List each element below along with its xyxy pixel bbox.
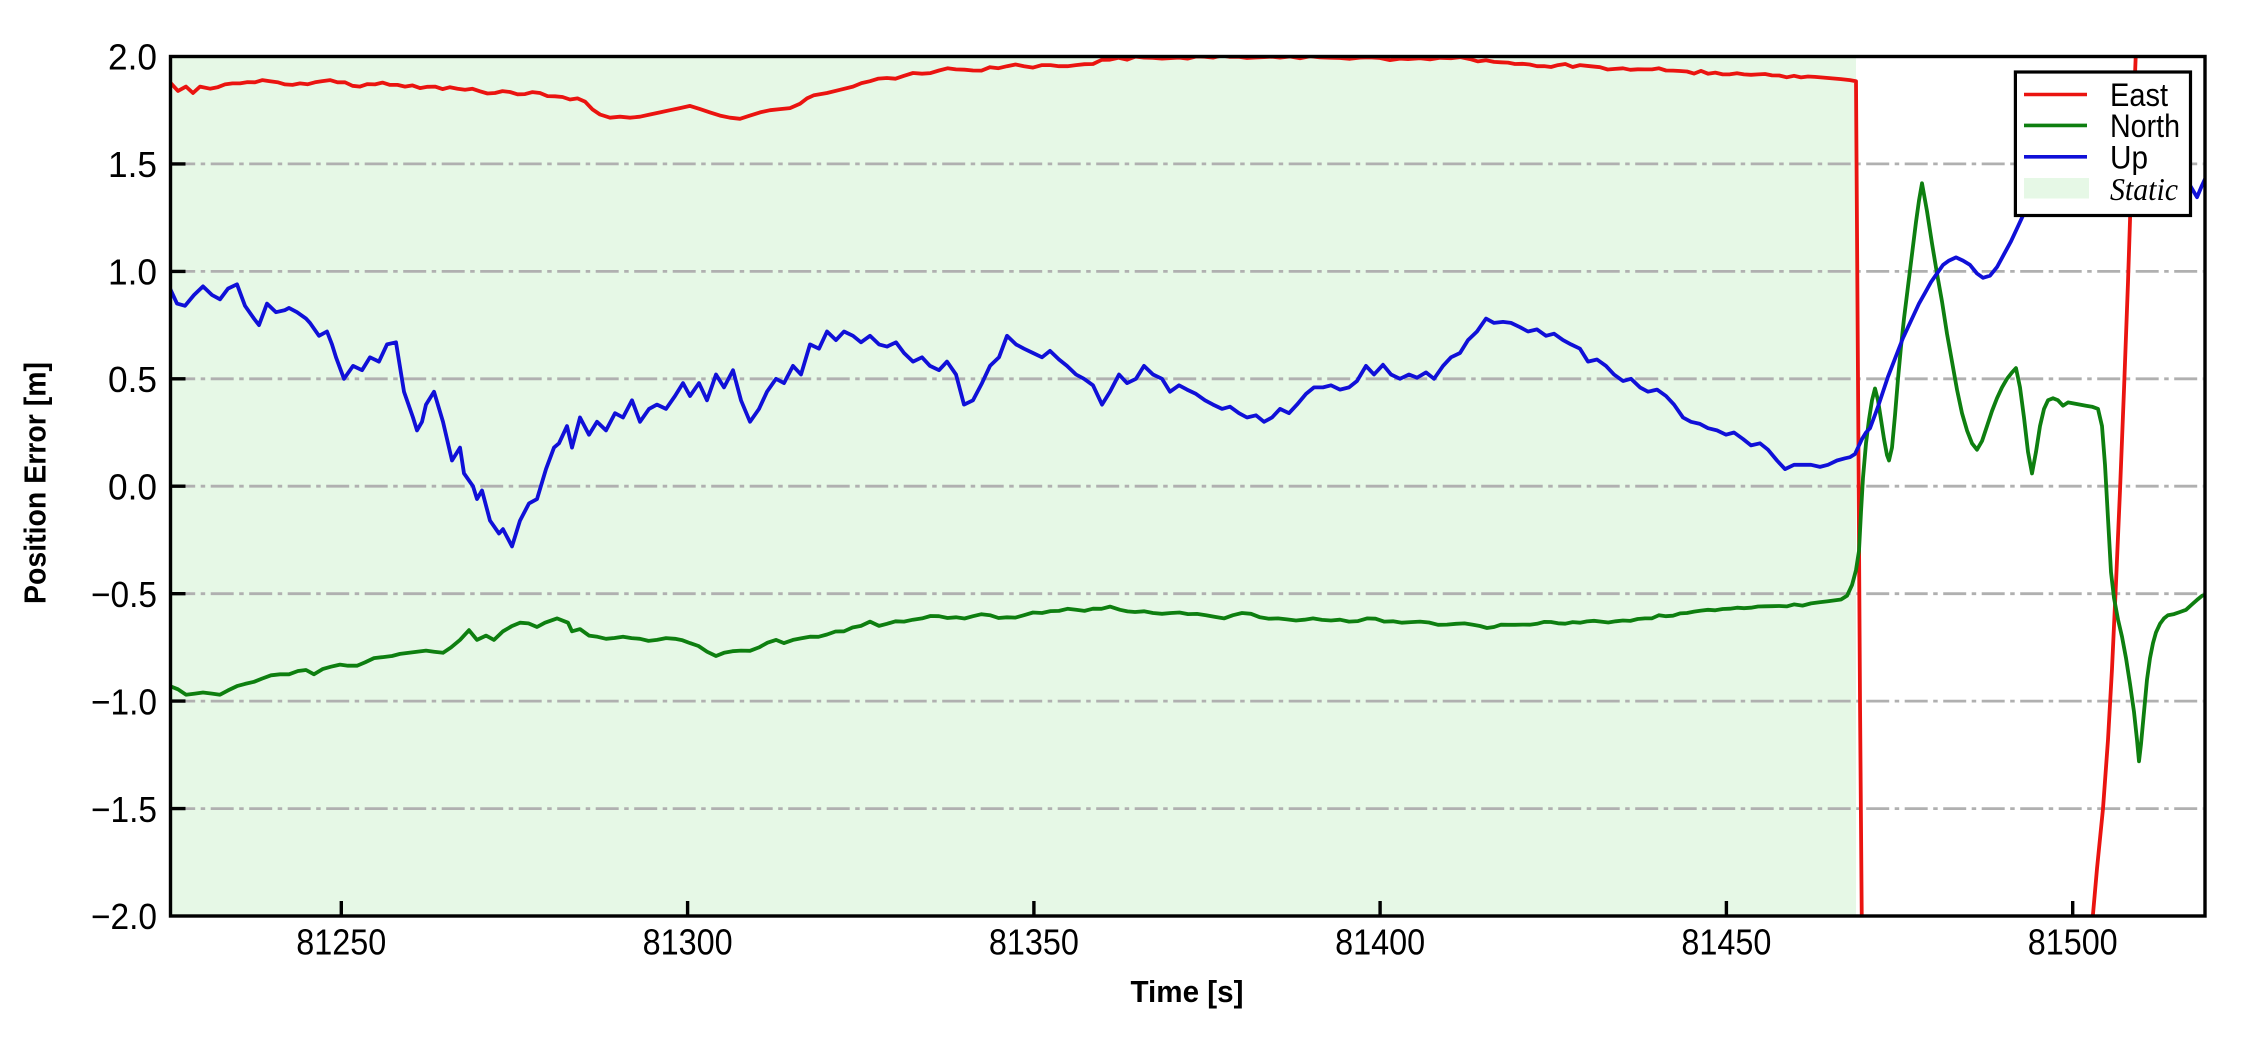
svg-text:0.0: 0.0 xyxy=(108,466,157,507)
svg-text:−1.5: −1.5 xyxy=(91,789,157,830)
svg-text:1.0: 1.0 xyxy=(108,252,157,293)
svg-text:North: North xyxy=(2110,108,2180,144)
svg-text:Position Error [m]: Position Error [m] xyxy=(18,362,53,604)
svg-text:2.0: 2.0 xyxy=(108,37,157,78)
svg-text:81300: 81300 xyxy=(643,922,733,963)
svg-text:81500: 81500 xyxy=(2028,922,2118,963)
svg-text:81350: 81350 xyxy=(989,922,1079,963)
svg-text:1.5: 1.5 xyxy=(108,144,157,185)
svg-text:−0.5: −0.5 xyxy=(91,574,157,615)
svg-text:81450: 81450 xyxy=(1681,922,1771,963)
svg-text:81250: 81250 xyxy=(296,922,386,963)
svg-text:−2.0: −2.0 xyxy=(91,896,157,937)
svg-text:−1.0: −1.0 xyxy=(91,681,157,722)
svg-text:Up: Up xyxy=(2110,139,2148,175)
svg-text:0.5: 0.5 xyxy=(108,359,157,400)
svg-text:Time [s]: Time [s] xyxy=(1131,974,1244,1009)
svg-text:East: East xyxy=(2110,77,2168,113)
svg-text:81400: 81400 xyxy=(1335,922,1425,963)
svg-text:Static: Static xyxy=(2110,171,2178,207)
